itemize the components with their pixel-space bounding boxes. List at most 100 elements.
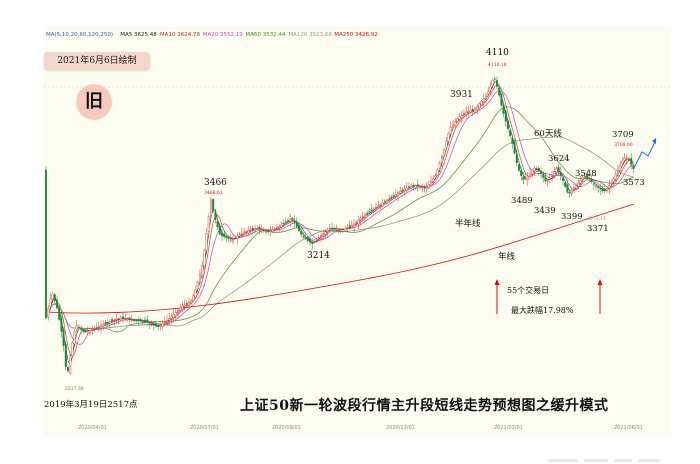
candle-body	[93, 328, 96, 330]
candle-body	[471, 109, 474, 111]
candle-body	[242, 231, 245, 235]
candle-body	[416, 184, 419, 187]
candle-body	[445, 140, 448, 148]
peak-label: 4110	[486, 48, 509, 58]
candle-body	[595, 185, 598, 187]
candle-body	[573, 187, 576, 190]
peak-label: 2517.30	[65, 386, 84, 392]
candle-body	[447, 132, 450, 142]
candle-body	[559, 172, 562, 177]
candle-body	[328, 227, 331, 230]
candle-body	[198, 273, 201, 282]
peak-label: 3399	[561, 212, 583, 222]
candle-body	[540, 171, 543, 174]
candle-body	[229, 239, 232, 241]
candle-body	[223, 233, 226, 237]
candle-body	[139, 319, 142, 322]
peak-label: 3466	[204, 178, 227, 188]
candle-body	[524, 177, 527, 179]
candle-body	[529, 173, 532, 178]
candle-body	[432, 178, 435, 182]
candle-body	[66, 367, 69, 372]
candle-body	[324, 231, 327, 235]
candle-body	[73, 331, 76, 345]
candle-body	[520, 170, 523, 176]
peak-label: 3214	[307, 251, 330, 261]
candle-body	[161, 323, 164, 328]
candle-body	[91, 329, 94, 331]
candle-body	[176, 309, 179, 313]
candle-body	[476, 106, 479, 111]
candle-body	[434, 175, 437, 178]
candle-body	[355, 221, 358, 224]
candle-body	[128, 317, 131, 320]
candle-body	[326, 229, 329, 232]
candle-body	[331, 227, 334, 230]
candle-body	[438, 162, 441, 169]
candle-body	[491, 79, 494, 86]
moving-average-line	[45, 84, 634, 357]
candle-body	[231, 239, 234, 242]
candle-body	[474, 108, 477, 113]
candle-body	[137, 319, 140, 322]
footer-placeholder	[614, 459, 632, 462]
candle-body	[485, 95, 488, 99]
candle-body	[551, 175, 554, 178]
candle-body	[117, 318, 120, 320]
candle-body	[240, 233, 243, 235]
x-tick-label: 2020/07/01	[190, 425, 219, 431]
candle-body	[291, 217, 294, 219]
candle-body	[548, 177, 551, 180]
candle-body	[381, 202, 384, 207]
candle-body	[289, 218, 292, 222]
candle-body	[617, 169, 620, 176]
candle-body	[518, 164, 521, 171]
candle-body	[157, 325, 160, 328]
legend-item: MA250 3426.92	[334, 32, 378, 38]
candle-body	[359, 218, 362, 221]
peak-label: 3573	[623, 178, 645, 188]
candle-body	[225, 235, 228, 238]
x-tick-label: 2021/03/01	[494, 425, 523, 431]
annotations	[494, 138, 657, 314]
peak-label: 3489	[511, 196, 533, 206]
legend-item: MA20 3552.19	[203, 32, 243, 38]
candle-body	[165, 320, 168, 323]
candle-body	[170, 316, 173, 319]
candle-body	[425, 187, 428, 189]
candle-body	[579, 180, 582, 184]
candle-body	[62, 329, 65, 346]
candle-body	[295, 222, 298, 227]
candle-body	[201, 265, 204, 276]
candle-body	[284, 221, 287, 223]
candle-body	[187, 301, 190, 306]
candle-body	[628, 159, 631, 161]
candle-body	[278, 226, 281, 228]
candle-body	[95, 327, 98, 329]
footer-placeholder	[584, 459, 608, 462]
chart-title: 上证50新一轮波段行情主升段短线走势预想图之缓升模式	[240, 398, 609, 414]
candle-body	[612, 178, 615, 182]
max-drawdown-annotation: 最大跌幅17.98%	[511, 305, 574, 315]
candle-body	[183, 304, 186, 307]
candle-body	[298, 225, 301, 231]
candle-body	[273, 228, 276, 230]
candle-body	[132, 319, 135, 321]
candle-body	[443, 149, 446, 156]
moving-average-line	[45, 90, 634, 345]
x-tick-label: 2020/09/01	[272, 425, 301, 431]
candle-body	[236, 236, 239, 239]
candle-body	[99, 325, 102, 329]
candle-body	[333, 228, 336, 230]
peak-label: 3371	[587, 224, 609, 234]
candle-body	[163, 321, 166, 323]
legend-item: MA60 3532.44	[246, 32, 286, 38]
candle-body	[322, 233, 325, 236]
candle-body	[97, 326, 100, 328]
peak-label: 3548	[575, 169, 597, 179]
candle-body	[203, 250, 206, 267]
candle-body	[306, 237, 309, 241]
footer-placeholder	[638, 459, 660, 462]
arrow-right-head	[597, 279, 603, 285]
